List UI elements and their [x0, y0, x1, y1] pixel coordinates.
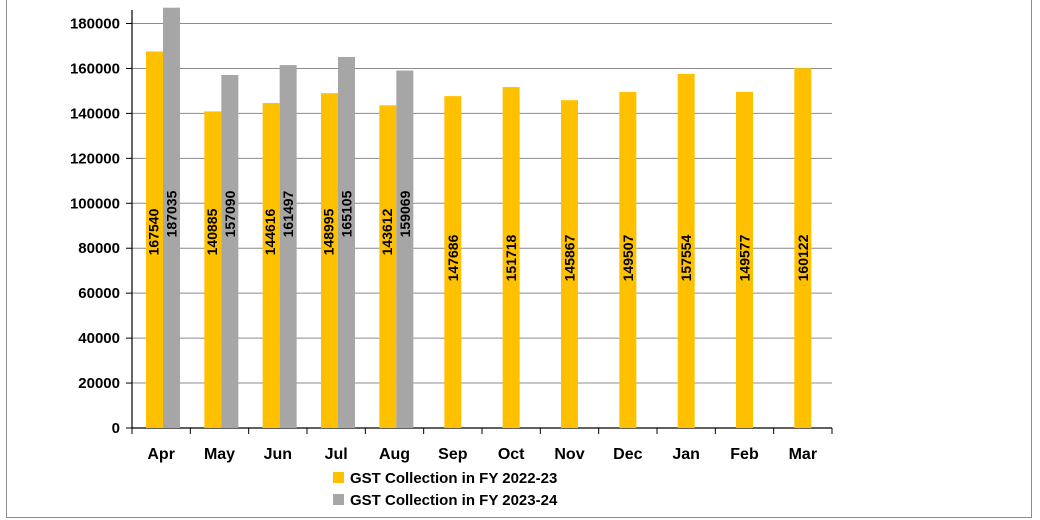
data-label-fy2023-24: 187035: [164, 190, 180, 237]
legend-swatch: [333, 472, 344, 483]
bar-fy2022-23: [204, 111, 222, 429]
data-label-fy2022-23: 148995: [321, 208, 337, 255]
y-tick-label: 40000: [78, 330, 120, 347]
bar-fy2023-24: [163, 7, 180, 428]
y-tick-label: 80000: [78, 240, 120, 257]
legend-swatch: [333, 494, 344, 505]
x-tick-label: Feb: [730, 446, 759, 463]
bar-fy2022-23: [619, 92, 637, 429]
x-tick-label: Jun: [264, 446, 292, 463]
data-label-fy2023-24: 157090: [222, 190, 238, 237]
bar-fy2023-24: [396, 70, 414, 428]
x-tick-label: Jul: [325, 446, 348, 463]
data-label-fy2022-23: 160122: [795, 234, 811, 281]
data-label-fy2023-24: 165105: [339, 190, 355, 237]
bar-fy2022-23: [502, 87, 520, 428]
data-label-fy2022-23: 144616: [262, 208, 278, 255]
y-tick-label: 20000: [78, 375, 120, 392]
x-tick-label: Dec: [613, 446, 642, 463]
bar-fy2022-23: [379, 105, 397, 429]
bar-fy2022-23: [321, 93, 338, 429]
bar-fy2022-23: [677, 73, 695, 428]
data-label-fy2022-23: 145867: [562, 234, 578, 281]
x-tick-label: Oct: [498, 446, 525, 463]
y-tick-label: 160000: [70, 60, 120, 77]
y-tick-label: 100000: [70, 195, 120, 212]
bar-fy2022-23: [262, 103, 280, 428]
x-tick-label: May: [204, 446, 235, 463]
data-label-fy2022-23: 151718: [503, 234, 519, 281]
bar-fy2023-24: [338, 56, 355, 428]
data-label-fy2023-24: 159069: [397, 190, 413, 237]
x-tick-label: Apr: [147, 446, 175, 463]
data-label-fy2022-23: 149507: [620, 234, 636, 281]
bar-fy2023-24: [279, 65, 297, 428]
bar-fy2022-23: [146, 51, 163, 428]
y-tick-label: 0: [112, 420, 120, 437]
data-label-fy2023-24: 161497: [280, 190, 296, 237]
y-tick-label: 60000: [78, 285, 120, 302]
x-tick-label: Nov: [554, 446, 584, 463]
data-label-fy2022-23: 157554: [678, 234, 694, 281]
bar-fy2022-23: [794, 68, 812, 428]
x-tick-label: Aug: [379, 446, 410, 463]
data-label-fy2022-23: 140885: [204, 208, 220, 255]
chart-frame: [6, 0, 1032, 518]
bar-fy2022-23: [561, 100, 578, 428]
y-tick-label: 180000: [70, 16, 120, 33]
data-label-fy2022-23: 143612: [379, 208, 395, 255]
x-tick-label: Jan: [672, 446, 700, 463]
data-label-fy2022-23: 149577: [737, 234, 753, 281]
legend-label: GST Collection in FY 2022-23: [350, 470, 557, 487]
x-tick-label: Mar: [789, 446, 817, 463]
data-label-fy2022-23: 167540: [146, 208, 162, 255]
bar-fy2023-24: [221, 74, 239, 429]
y-tick-label: 120000: [70, 150, 120, 167]
y-tick-label: 140000: [70, 105, 120, 122]
data-label-fy2022-23: 147686: [445, 234, 461, 281]
legend-label: GST Collection in FY 2023-24: [350, 492, 558, 509]
x-tick-label: Sep: [438, 446, 468, 463]
bar-fy2022-23: [444, 96, 462, 429]
bar-fy2022-23: [736, 91, 753, 428]
